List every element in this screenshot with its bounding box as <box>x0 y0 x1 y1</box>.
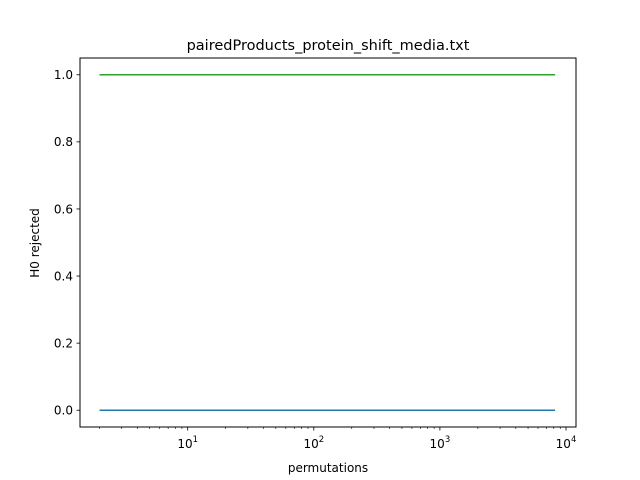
y-tick-label: 0.8 <box>54 135 73 149</box>
x-tick-label: 104 <box>556 435 577 451</box>
axes-frame <box>79 57 577 428</box>
y-tick-label: 1.0 <box>54 68 73 82</box>
y-tick-label: 0.4 <box>54 269 73 283</box>
y-tick-label: 0.2 <box>54 336 73 350</box>
y-axis-ticks: 0.0 0.2 0.4 0.6 0.8 1.0 <box>54 68 80 418</box>
chart-title: pairedProducts_protein_shift_media.txt <box>187 38 470 54</box>
x-axis-ticks: 101 102 103 104 <box>99 427 577 451</box>
x-tick-label: 102 <box>303 435 324 451</box>
y-tick-label: 0.0 <box>54 404 73 418</box>
y-tick-label: 0.6 <box>54 202 73 216</box>
x-axis-label: permutations <box>288 461 368 475</box>
x-tick-label: 103 <box>430 435 451 451</box>
series-layer <box>99 74 556 411</box>
y-axis-label: H0 rejected <box>28 208 42 278</box>
x-tick-label: 101 <box>177 435 198 451</box>
